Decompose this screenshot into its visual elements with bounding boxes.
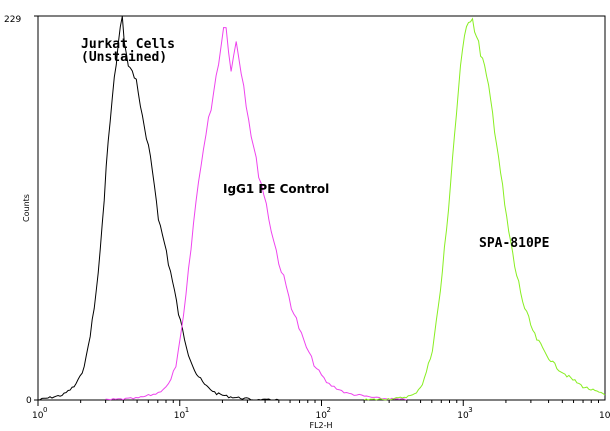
tick-layer: 100101102103104: [32, 15, 610, 421]
annotation-jurkat-cells: Jurkat Cells: [81, 37, 175, 52]
x-tick-label-2: 10: [316, 411, 328, 421]
plot-frame: [37, 15, 606, 401]
series-layer: [37, 16, 606, 401]
series-line-2: [363, 17, 606, 401]
x-tick-label-4: 10: [599, 411, 610, 421]
annotation-unstained: (Unstained): [81, 50, 167, 65]
x-tick-exponent-0: 0: [43, 406, 47, 414]
annotation-igg1-pe-control: IgG1 PE Control: [223, 182, 329, 196]
x-tick-exponent-1: 1: [185, 406, 189, 414]
x-tick-label-1: 10: [174, 411, 186, 421]
x-tick-exponent-3: 3: [468, 406, 472, 414]
x-tick-exponent-2: 2: [327, 406, 331, 414]
series-line-1: [105, 26, 407, 401]
y-axis-label: Counts: [22, 194, 31, 222]
x-tick-label-0: 10: [32, 411, 44, 421]
series-line-0: [37, 16, 279, 401]
annotation-spa-810pe: SPA-810PE: [479, 236, 549, 251]
x-axis-label: FL2-H: [309, 421, 332, 430]
y-tick-label-229: 229: [4, 15, 21, 25]
y-tick-label-0: 0: [26, 396, 32, 406]
x-tick-label-3: 10: [457, 411, 469, 421]
